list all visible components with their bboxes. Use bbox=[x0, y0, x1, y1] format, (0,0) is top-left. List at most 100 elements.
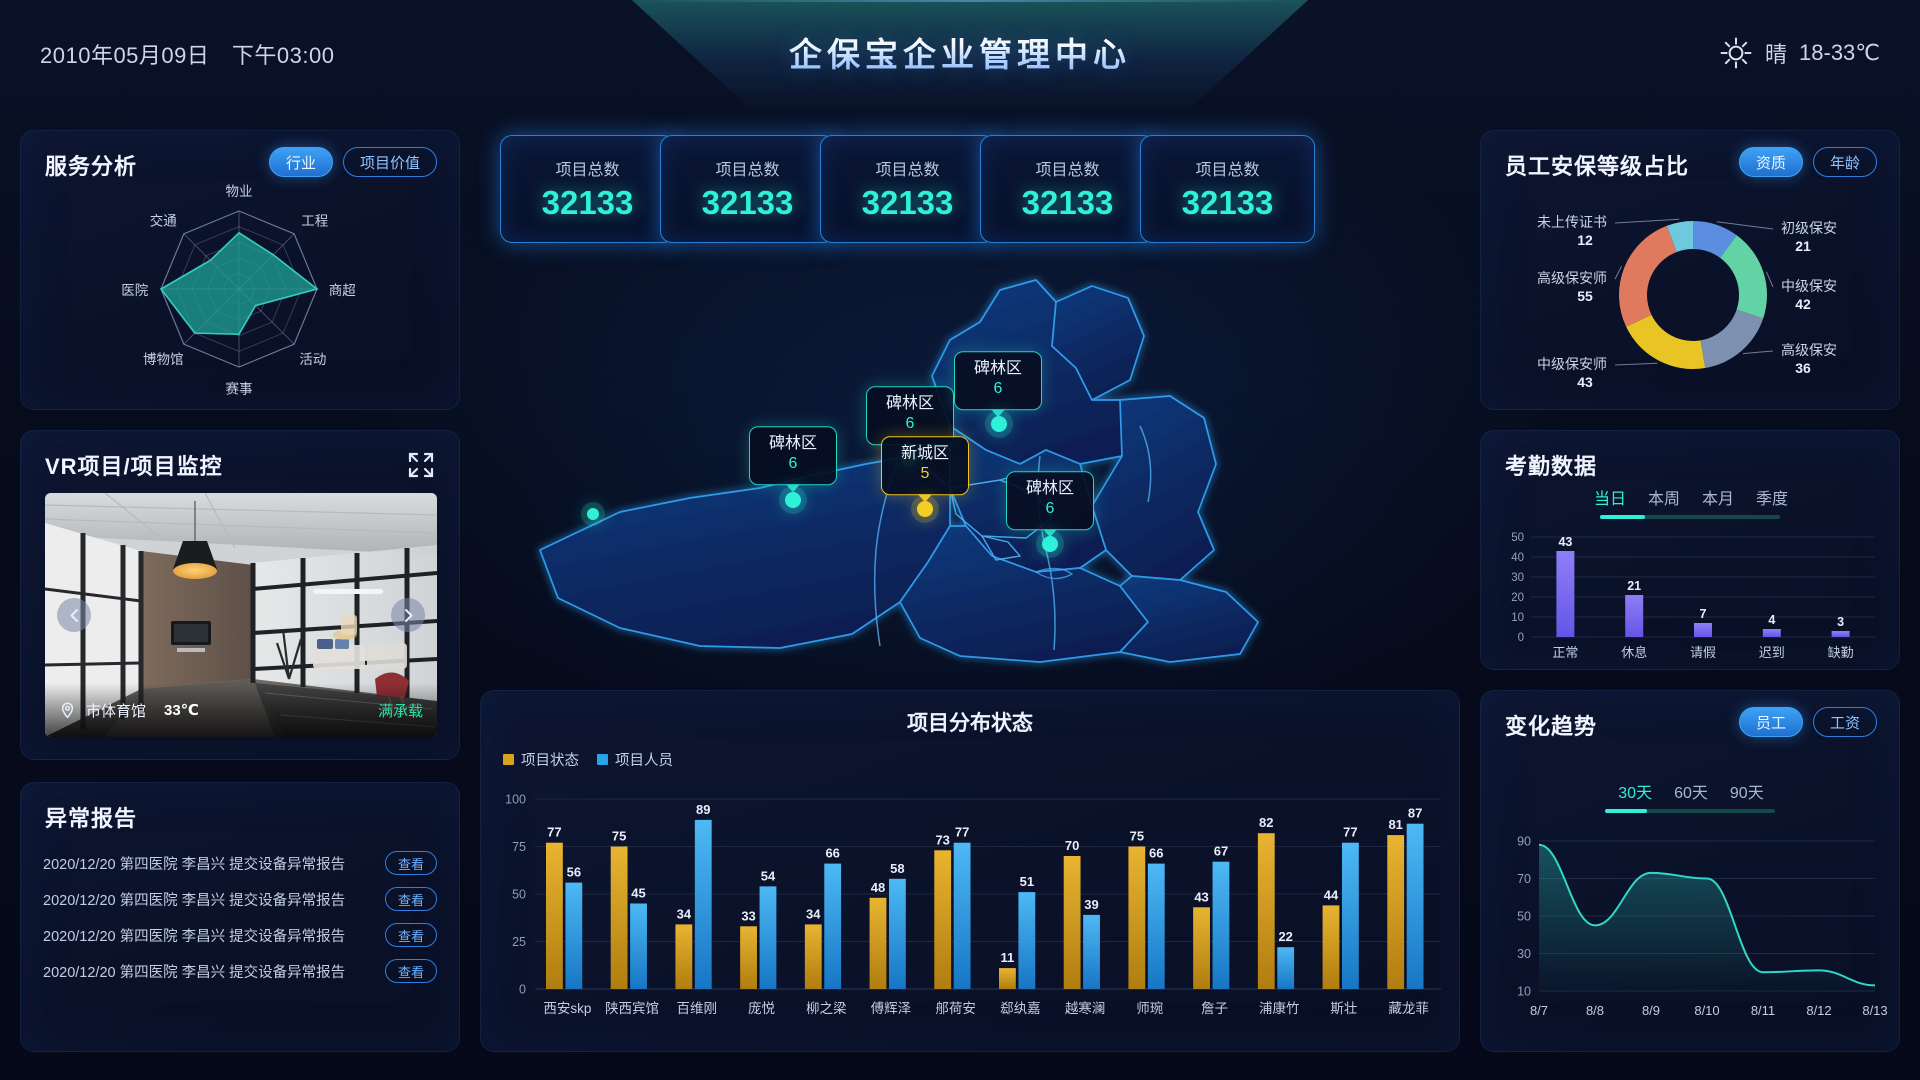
expand-icon[interactable] bbox=[407, 451, 435, 479]
map-marker-dot[interactable] bbox=[1042, 536, 1058, 552]
service-analysis-panel: 服务分析 行业 项目价值 物业 工程 商超 活动 赛事 博物馆 医院 交通 bbox=[20, 130, 460, 410]
tab-this-week[interactable]: 本周 bbox=[1647, 491, 1680, 508]
donut-label: 高级保安 bbox=[1781, 342, 1837, 358]
report-panel-title: 异常报告 bbox=[45, 806, 138, 831]
security-level-panel: 员工安保等级占比 资质 年龄 初级保安 21 中级保安 42 高级保安 36 中级保安师 43… bbox=[1480, 130, 1900, 410]
vr-location: 市体育馆 bbox=[86, 702, 147, 720]
bar bbox=[759, 886, 777, 989]
radar-axis-label: 活动 bbox=[299, 352, 326, 367]
tab-industry[interactable]: 行业 bbox=[268, 147, 333, 177]
donut-chart-svg: 初级保安 21 中级保安 42 高级保安 36 中级保安师 43 高级保安师 55 未上传证书 12 bbox=[1537, 214, 1837, 390]
x-axis-label: 郄纨嘉 bbox=[1000, 1001, 1041, 1016]
y-axis-tick: 20 bbox=[1511, 592, 1524, 604]
bar bbox=[1212, 861, 1230, 989]
kpi-label: 项目总数 bbox=[555, 162, 620, 179]
map-marker-dot[interactable] bbox=[991, 416, 1007, 432]
tab-qualification[interactable]: 资质 bbox=[1738, 147, 1803, 177]
pin-icon bbox=[61, 702, 74, 718]
kpi-card[interactable]: 项目总数 32133 bbox=[500, 135, 675, 243]
x-axis-label: 詹子 bbox=[1201, 1001, 1228, 1016]
x-axis-label: 藏龙菲 bbox=[1388, 1001, 1429, 1016]
attendance-tab-track[interactable] bbox=[1600, 515, 1780, 519]
bar-value-label: 34 bbox=[677, 906, 692, 921]
kpi-card[interactable]: 项目总数 32133 bbox=[1140, 135, 1315, 243]
vr-status-badge: 满承载 bbox=[377, 702, 423, 720]
chevron-right-icon bbox=[404, 608, 412, 622]
donut-panel-title: 员工安保等级占比 bbox=[1505, 154, 1690, 179]
map-marker-tooltip[interactable]: 碑林区 6 bbox=[866, 386, 954, 452]
tab-this-month[interactable]: 本月 bbox=[1702, 491, 1735, 508]
tab-today[interactable]: 当日 bbox=[1593, 491, 1626, 508]
bar bbox=[888, 878, 906, 989]
trend-tab-group: 员工 工资 bbox=[1738, 707, 1877, 737]
map-marker-value: 6 bbox=[788, 455, 798, 473]
map-marker-tooltip[interactable]: 新城区 5 bbox=[881, 436, 969, 502]
x-axis-label: 师琬 bbox=[1136, 1001, 1163, 1016]
bar bbox=[630, 903, 647, 989]
trend-line bbox=[1538, 843, 1876, 987]
project-distribution-panel: 项目分布状态 项目状态 项目人员 0 25 50 75 100 77 56 西安skp 75 45… bbox=[480, 690, 1460, 1052]
map-marker-name: 碑林区 bbox=[885, 395, 934, 413]
vr-viewport[interactable]: 市体育馆 33℃ 满承载 bbox=[45, 493, 437, 737]
report-view-button[interactable]: 查看 bbox=[385, 959, 437, 983]
tab-employee[interactable]: 员工 bbox=[1738, 707, 1803, 737]
bar-value-label: 77 bbox=[1343, 825, 1357, 840]
kpi-card[interactable]: 项目总数 32133 bbox=[820, 135, 995, 243]
map-marker-name: 碑林区 bbox=[973, 360, 1022, 378]
trend-range-indicator bbox=[1605, 809, 1647, 813]
kpi-card[interactable]: 项目总数 32133 bbox=[660, 135, 835, 243]
map-marker-name: 新城区 bbox=[900, 445, 949, 463]
region-map[interactable]: 碑林区 6 碑林区 6 碑林区 6 碑林区 6 新城区 5 bbox=[480, 250, 1460, 670]
bar-value-label: 75 bbox=[612, 829, 626, 844]
tab-age[interactable]: 年龄 bbox=[1812, 147, 1877, 177]
kpi-value: 32133 bbox=[701, 184, 794, 221]
bar bbox=[1128, 846, 1146, 989]
donut-chart: 初级保安 21 中级保安 42 高级保安 36 中级保安师 43 高级保安师 55 未上传证书 12 bbox=[1481, 179, 1901, 411]
report-view-button[interactable]: 查看 bbox=[385, 851, 437, 875]
radar-axis-label: 赛事 bbox=[226, 382, 253, 397]
vr-prev-button[interactable] bbox=[57, 598, 91, 632]
bar bbox=[546, 842, 563, 989]
donut-label: 中级保安 bbox=[1781, 278, 1837, 294]
report-view-button[interactable]: 查看 bbox=[385, 887, 437, 911]
map-marker-dot[interactable] bbox=[785, 492, 801, 508]
report-text: 2020/12/20 第四医院 李昌兴 提交设备异常报告 bbox=[43, 928, 346, 945]
x-axis-label: 请假 bbox=[1690, 645, 1716, 659]
kpi-card[interactable]: 项目总数 32133 bbox=[980, 135, 1155, 243]
tab-60-days[interactable]: 60天 bbox=[1674, 785, 1708, 802]
kpi-value: 32133 bbox=[1181, 184, 1274, 221]
vr-next-button[interactable] bbox=[391, 598, 425, 632]
map-marker-value: 6 bbox=[993, 380, 1003, 398]
donut-value: 55 bbox=[1577, 288, 1593, 304]
bar-value-label: 43 bbox=[1194, 889, 1208, 904]
map-marker-tooltip[interactable]: 碑林区 6 bbox=[954, 351, 1042, 417]
trend-range-track[interactable] bbox=[1605, 809, 1775, 813]
map-marker-tooltip[interactable]: 碑林区 6 bbox=[1006, 471, 1094, 537]
legend-label-personnel: 项目人员 bbox=[615, 753, 673, 769]
bar-value-label: 82 bbox=[1259, 815, 1273, 830]
tab-salary[interactable]: 工资 bbox=[1812, 707, 1877, 737]
map-marker-dot[interactable] bbox=[917, 501, 933, 517]
tab-90-days[interactable]: 90天 bbox=[1729, 785, 1764, 802]
tab-quarter[interactable]: 季度 bbox=[1756, 491, 1789, 508]
tab-project-value[interactable]: 项目价值 bbox=[342, 147, 437, 177]
trend-panel-title: 变化趋势 bbox=[1505, 714, 1598, 739]
bar bbox=[675, 924, 693, 989]
map-marker-value: 5 bbox=[920, 465, 930, 483]
y-axis-tick: 10 bbox=[1517, 985, 1531, 999]
kpi-label: 项目总数 bbox=[875, 162, 940, 179]
bar-value-label: 77 bbox=[547, 825, 561, 840]
map-marker-dot[interactable] bbox=[587, 508, 599, 520]
map-marker-tooltip[interactable]: 碑林区 6 bbox=[749, 426, 837, 492]
x-axis-label: 8/13 bbox=[1862, 1003, 1887, 1018]
report-view-button[interactable]: 查看 bbox=[385, 923, 437, 947]
bar bbox=[824, 863, 842, 989]
donut-slice bbox=[1700, 309, 1764, 368]
tab-30-days[interactable]: 30天 bbox=[1618, 785, 1653, 802]
trend-area bbox=[1539, 844, 1875, 991]
vr-info-bar: 市体育馆 33℃ 满承载 bbox=[45, 683, 437, 737]
bar-value-label: 21 bbox=[1627, 579, 1641, 593]
x-axis-label: 浦康竹 bbox=[1259, 1000, 1300, 1016]
